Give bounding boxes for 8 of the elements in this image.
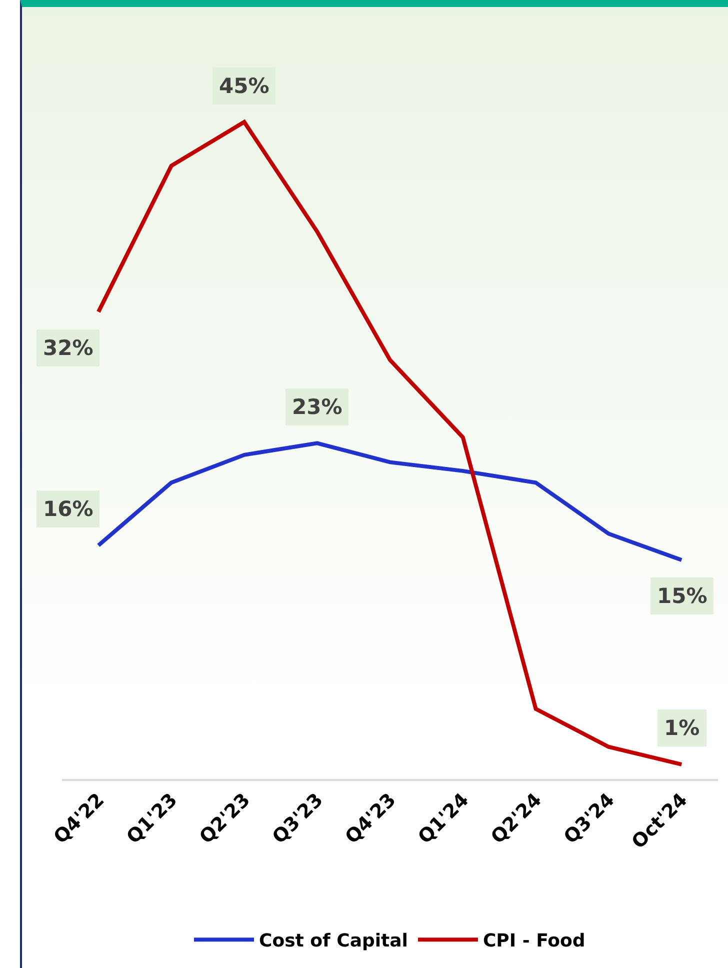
- legend-label: Cost of Capital: [259, 930, 408, 952]
- data-label: 15%: [657, 584, 708, 608]
- data-label: 16%: [43, 497, 94, 521]
- legend-label: CPI - Food: [482, 930, 586, 952]
- data-label: 45%: [219, 74, 270, 98]
- data-label: 32%: [43, 336, 94, 360]
- data-label: 23%: [292, 395, 342, 419]
- data-label: 1%: [664, 716, 700, 740]
